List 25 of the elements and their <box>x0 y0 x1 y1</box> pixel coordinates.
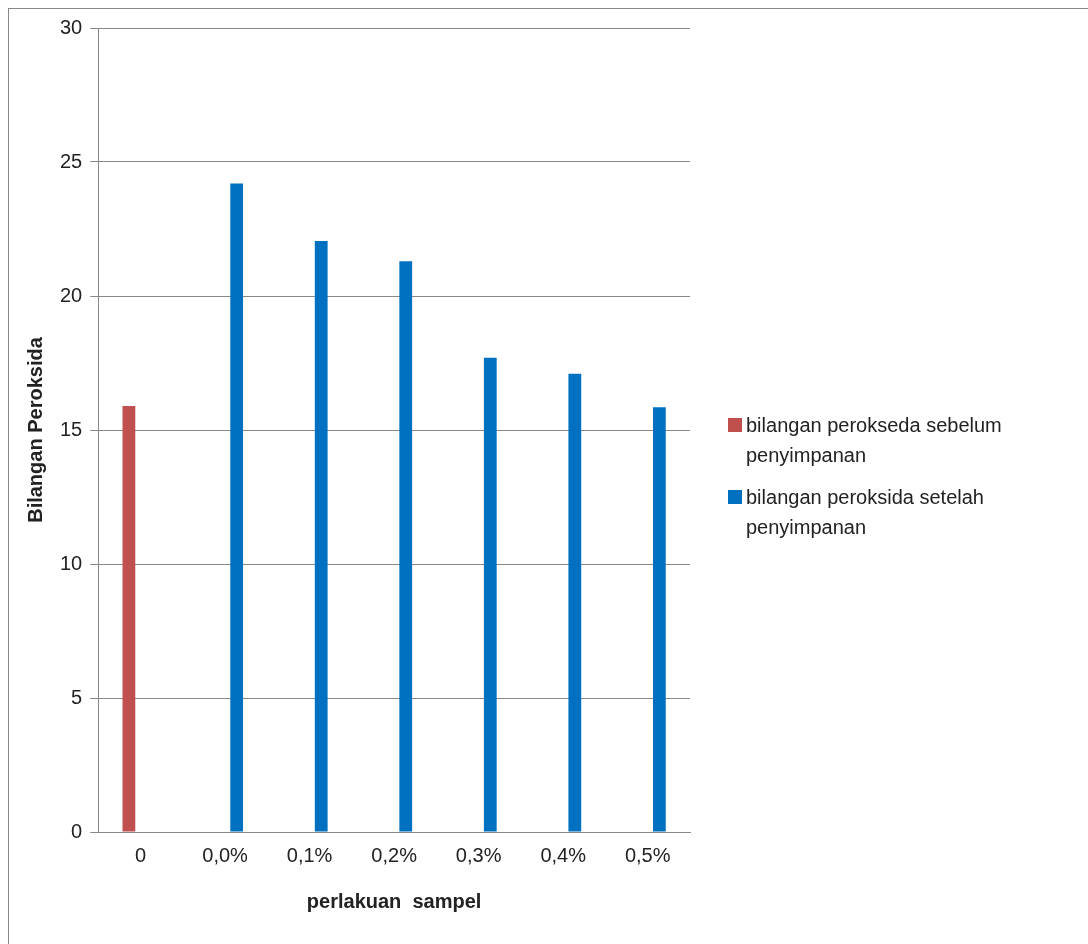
x-tick-label: 0 <box>134 843 147 866</box>
bar <box>230 183 244 832</box>
legend-label: bilangan peroksida setelah penyimpanan <box>746 485 985 540</box>
x-tick-label: 0,3% <box>455 843 502 866</box>
x-tick-label: 0,5% <box>624 843 671 866</box>
y-tick-label: 25 <box>60 149 83 172</box>
bar <box>652 407 666 832</box>
x-tick-label: 0,2% <box>371 843 418 866</box>
y-tick-label: 30 <box>60 15 83 38</box>
x-tick-label: 0,1% <box>286 843 333 866</box>
y-tick-label: 0 <box>71 819 83 842</box>
y-tick-label: 15 <box>60 417 83 440</box>
bar <box>483 357 497 832</box>
bar <box>314 241 328 832</box>
bar <box>399 261 413 832</box>
bar <box>122 405 136 832</box>
x-axis-title: perlakuan sampel <box>306 889 482 912</box>
y-tick-label: 5 <box>71 685 83 708</box>
y-tick-label: 10 <box>60 551 83 574</box>
legend-label: bilangan perokseda sebelum penyimpanan <box>746 413 1003 468</box>
y-tick-label: 20 <box>60 283 83 306</box>
bar <box>568 373 582 832</box>
x-tick-label: 0,0% <box>202 843 249 866</box>
y-axis-title: Bilangan Peroksida <box>23 336 46 523</box>
x-tick-label: 0,4% <box>540 843 587 866</box>
